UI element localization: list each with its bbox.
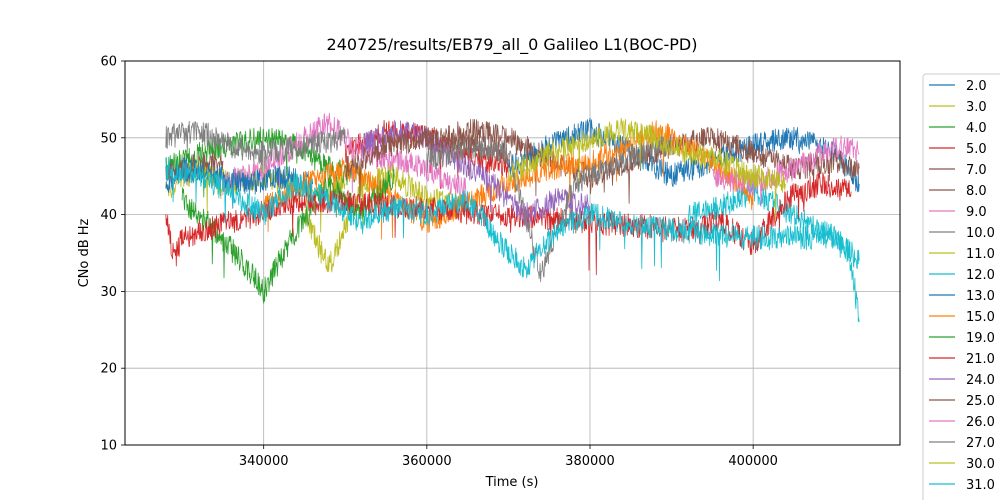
chart-title: 240725/results/EB79_all_0 Galileo L1(BOC… xyxy=(327,35,698,55)
legend-entry-label: 7.0 xyxy=(966,163,987,178)
legend-entry-label: 19.0 xyxy=(966,331,995,346)
x-tick-label: 400000 xyxy=(728,454,778,469)
y-tick-label: 40 xyxy=(100,208,117,223)
plot-area xyxy=(165,112,860,323)
legend-entry-label: 13.0 xyxy=(966,289,995,304)
legend-entry-label: 9.0 xyxy=(966,205,987,220)
x-axis-label: Time (s) xyxy=(485,475,539,490)
legend-entry-label: 31.0 xyxy=(966,478,995,493)
legend-entry-label: 8.0 xyxy=(966,184,987,199)
x-tick-label: 360000 xyxy=(402,454,452,469)
series-line-2.0 xyxy=(508,117,860,193)
series-line-4.0 xyxy=(165,126,362,198)
series-line-10.0 xyxy=(165,120,346,169)
legend-entry-label: 5.0 xyxy=(966,142,987,157)
legend-entry-label: 11.0 xyxy=(966,247,995,262)
series-line-31.0 xyxy=(165,156,860,323)
legend-entry-label: 27.0 xyxy=(966,436,995,451)
y-tick-label: 20 xyxy=(100,362,117,377)
legend-entry-label: 26.0 xyxy=(966,415,995,430)
y-tick-label: 60 xyxy=(100,55,117,70)
legend-entry-label: 3.0 xyxy=(966,100,987,115)
axis-ticks: 340000 360000 380000 400000 10 20 30 40 50 60 xyxy=(100,55,778,470)
series-line-13.0 xyxy=(165,157,313,209)
legend-entry-label: 2.0 xyxy=(966,79,987,94)
series-line-30.0 xyxy=(508,117,787,222)
legend-entry-label: 15.0 xyxy=(966,310,995,325)
y-tick-label: 10 xyxy=(100,439,117,454)
legend-entry-label: 10.0 xyxy=(966,226,995,241)
legend-frame xyxy=(922,73,1000,500)
y-tick-label: 50 xyxy=(100,131,117,146)
legend: 2.0 3.0 4.0 5.0 7.0 8.0 9.0 10.0 11.0 12.0 13.0 15.… xyxy=(922,73,1000,500)
y-axis-label: CNo dB Hz xyxy=(77,218,92,287)
legend-entry-label: 21.0 xyxy=(966,352,995,367)
legend-entry-label: 4.0 xyxy=(966,121,987,136)
legend-entry-label: 24.0 xyxy=(966,373,995,388)
legend-entry-label: 25.0 xyxy=(966,394,995,409)
series-line-8.0 xyxy=(426,119,860,204)
y-tick-label: 30 xyxy=(100,285,117,300)
series-line-21.0 xyxy=(165,172,852,276)
series-line-19.0 xyxy=(181,168,395,304)
series-line-24.0 xyxy=(361,119,591,227)
series-line-26.0 xyxy=(712,135,860,207)
series-line-27.0 xyxy=(426,134,672,283)
x-tick-label: 340000 xyxy=(239,454,289,469)
plot-frame xyxy=(124,60,901,446)
legend-entry-label: 30.0 xyxy=(966,457,995,472)
legend-entry-label: 12.0 xyxy=(966,268,995,283)
x-tick-label: 380000 xyxy=(565,454,615,469)
